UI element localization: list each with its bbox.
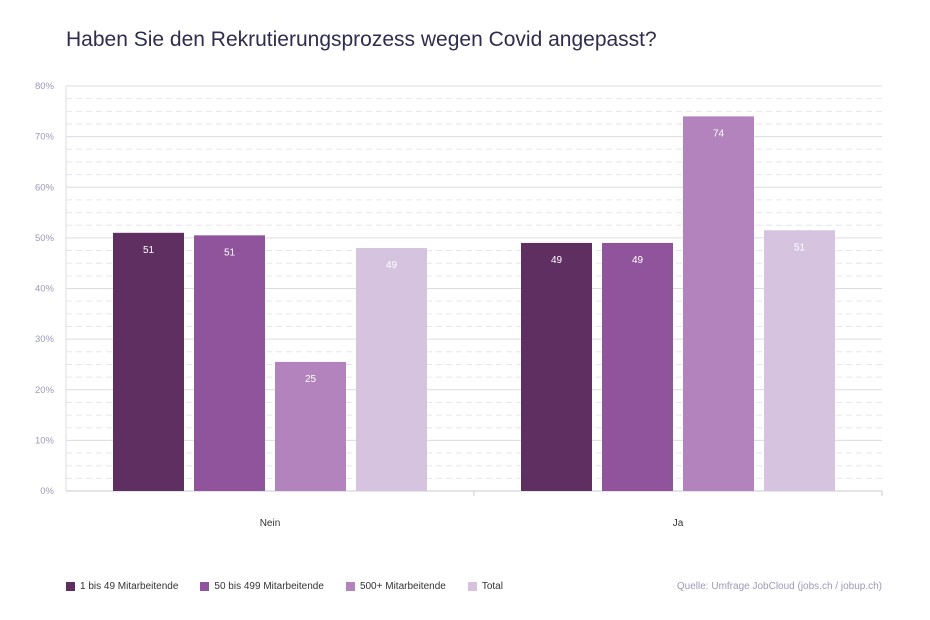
legend-swatch bbox=[467, 582, 477, 591]
bar bbox=[602, 242, 673, 491]
bar bbox=[521, 242, 592, 491]
bar bbox=[356, 248, 427, 491]
legend-item-1-49[interactable]: 1 bis 49 Mitarbeitende bbox=[66, 581, 178, 592]
data-label: 25 bbox=[305, 374, 317, 385]
bar bbox=[764, 230, 835, 491]
y-tick-label: 60% bbox=[35, 182, 55, 193]
source-note: Quelle: Umfrage JobCloud (jobs.ch / jobu… bbox=[676, 581, 882, 592]
y-tick-label: 80% bbox=[35, 81, 55, 92]
data-label: 74 bbox=[713, 128, 725, 139]
data-label: 51 bbox=[143, 245, 155, 256]
y-tick-label: 0% bbox=[40, 486, 54, 497]
data-label: 49 bbox=[551, 255, 563, 266]
legend-label: 1 bis 49 Mitarbeitende bbox=[80, 581, 179, 592]
bar bbox=[683, 116, 754, 491]
data-label: 49 bbox=[632, 255, 644, 266]
y-tick-label: 70% bbox=[35, 132, 55, 143]
data-label: 51 bbox=[794, 242, 806, 253]
y-tick-label: 20% bbox=[35, 385, 55, 396]
y-tick-label: 10% bbox=[35, 435, 55, 446]
y-tick-label: 40% bbox=[35, 284, 55, 295]
legend-item-500plus[interactable]: 500+ Mitarbeitende bbox=[345, 581, 446, 592]
bar bbox=[113, 232, 184, 491]
data-label: 51 bbox=[224, 247, 236, 258]
data-label: 49 bbox=[386, 260, 398, 271]
legend-item-total[interactable]: Total bbox=[467, 581, 503, 592]
x-category-label: Nein bbox=[260, 518, 281, 529]
legend-item-50-499[interactable]: 50 bis 499 Mitarbeitende bbox=[200, 581, 324, 592]
x-category-label: Ja bbox=[673, 518, 684, 529]
bar bbox=[194, 235, 265, 491]
legend-label: Total bbox=[481, 581, 503, 592]
y-tick-label: 50% bbox=[35, 233, 55, 244]
chart-title: Haben Sie den Rekrutierungsprozess wegen… bbox=[66, 28, 657, 51]
legend-swatch bbox=[66, 582, 75, 591]
bar bbox=[275, 361, 346, 491]
legend-swatch bbox=[345, 582, 355, 591]
legend-swatch bbox=[200, 582, 210, 591]
legend: 1 bis 49 Mitarbeitende 50 bis 499 Mitarb… bbox=[66, 581, 525, 592]
y-tick-label: 30% bbox=[35, 334, 55, 345]
legend-label: 50 bis 499 Mitarbeitende bbox=[214, 581, 324, 592]
legend-label: 500+ Mitarbeitende bbox=[359, 581, 446, 592]
